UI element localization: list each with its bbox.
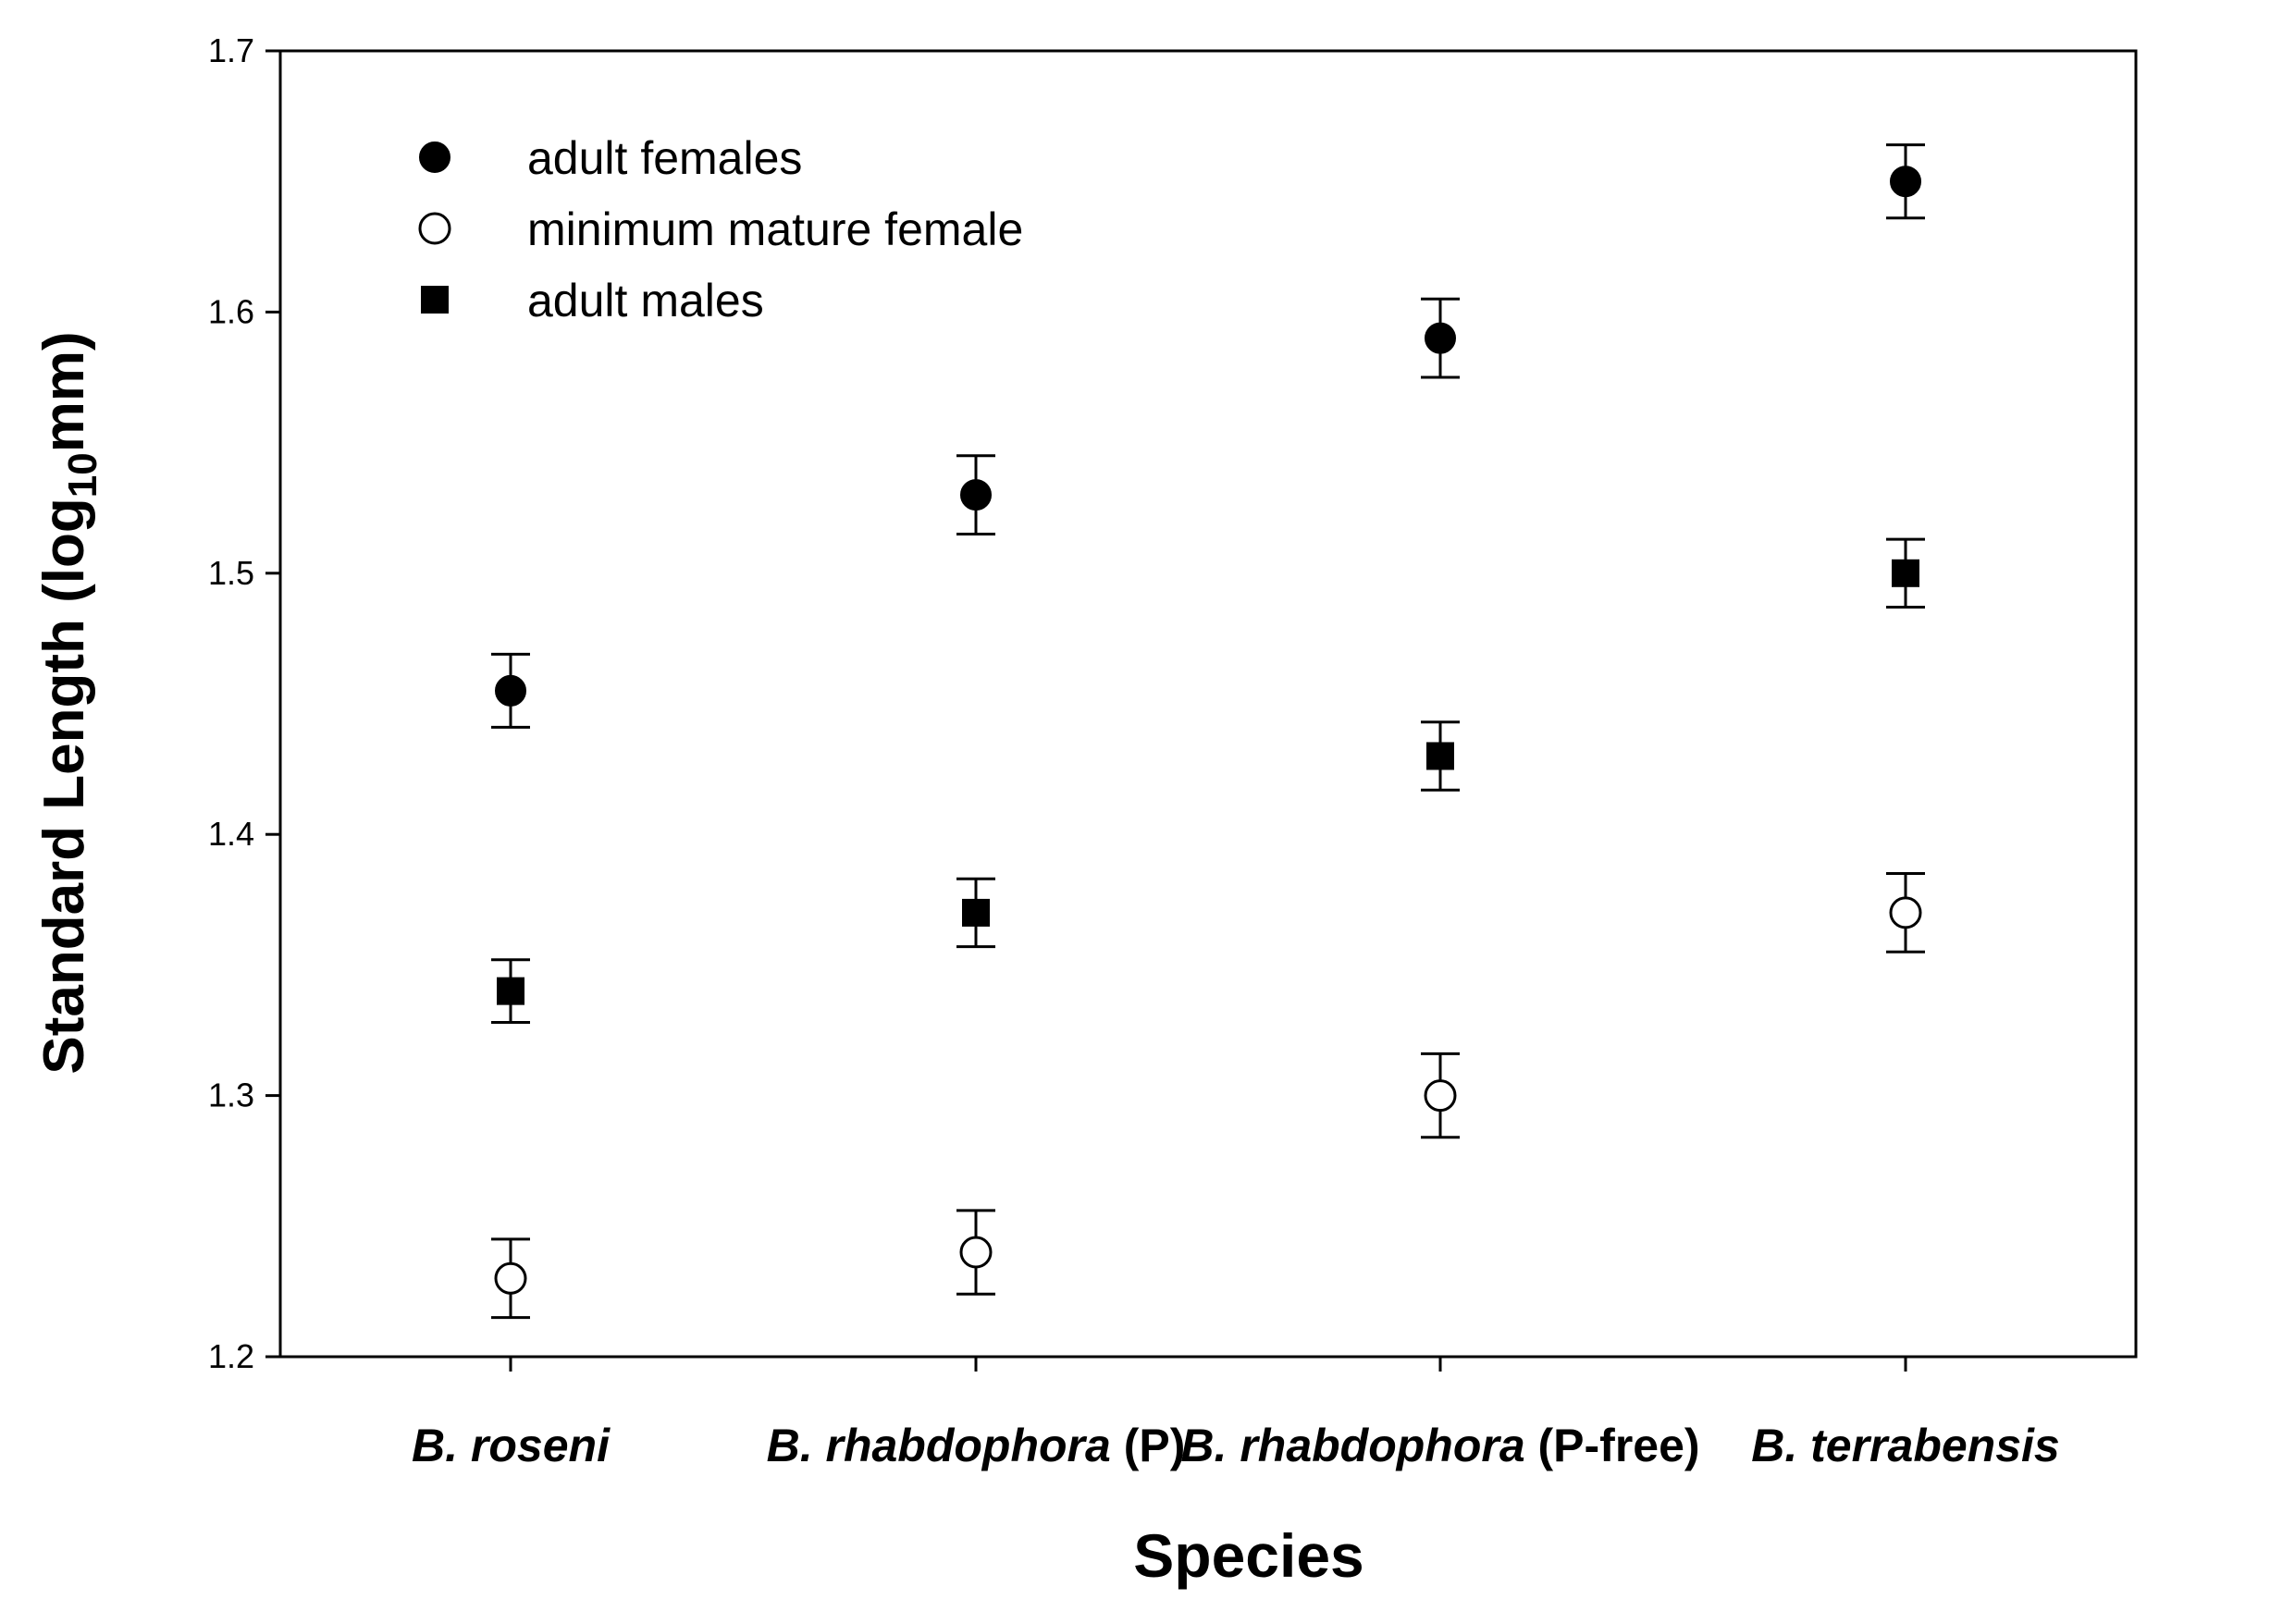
legend: adult females minimum mature female adult … (418, 132, 1023, 326)
marker-min-mature-female (1889, 896, 1922, 929)
marker-adult-male (962, 898, 990, 927)
legend-marker (421, 286, 449, 314)
marker-min-mature-female (494, 1261, 527, 1295)
population-note: (P-free) (1525, 1420, 1700, 1471)
marker-adult-male (497, 977, 524, 1005)
marker-adult-female (1425, 322, 1456, 354)
marker-min-mature-female (1424, 1079, 1457, 1113)
plot-frame (278, 49, 2138, 1359)
y-tick-label: 1.6 (208, 292, 254, 330)
y-tick-label: 1.5 (208, 554, 254, 592)
legend-marker (419, 141, 450, 173)
x-tick-label: B. rhabdophora (P-free) (1180, 1420, 1699, 1471)
x-tick-label: B. rhabdophora (P) (767, 1420, 1186, 1471)
y-axis-ticks: 1.2 1.3 1.4 1.5 1.6 1.7 (208, 31, 280, 1375)
species-name: B. terrabensis (1751, 1420, 2059, 1471)
marker-adult-female (1890, 166, 1921, 198)
y-tick-label: 1.2 (208, 1337, 254, 1375)
legend-label: adult females (527, 132, 802, 184)
legend-marker (418, 212, 451, 245)
species-name: B. rhabdophora (767, 1420, 1111, 1471)
x-tick-label: B. terrabensis (1751, 1420, 2059, 1471)
y-axis-title-end: mm) (32, 331, 96, 452)
marker-adult-male (1426, 742, 1454, 770)
legend-label: adult males (527, 275, 764, 326)
marker-adult-female (495, 674, 526, 707)
y-tick-label: 1.3 (208, 1077, 254, 1114)
marker-min-mature-female (959, 1236, 993, 1269)
x-axis-ticks: B. roseni B. rhabdophora (P)B. rhabdophor… (412, 1357, 2060, 1471)
species-name: B. roseni (412, 1420, 611, 1471)
marker-adult-male (1892, 559, 1919, 587)
legend-label: minimum mature female (527, 203, 1023, 255)
y-tick-label: 1.7 (208, 31, 254, 69)
data-points (491, 143, 1925, 1320)
y-axis-title-subscript: 10 (60, 452, 105, 498)
population-note: (P) (1111, 1420, 1186, 1471)
marker-adult-female (960, 479, 992, 511)
y-axis-title: Standard Length (log10mm) (32, 331, 105, 1074)
x-tick-label: B. roseni (412, 1420, 611, 1471)
species-name: B. rhabdophora (1180, 1420, 1524, 1471)
y-tick-label: 1.4 (208, 815, 254, 853)
y-axis-title-main: Standard Length (log (32, 498, 96, 1074)
x-axis-title: Species (1133, 1521, 1364, 1590)
